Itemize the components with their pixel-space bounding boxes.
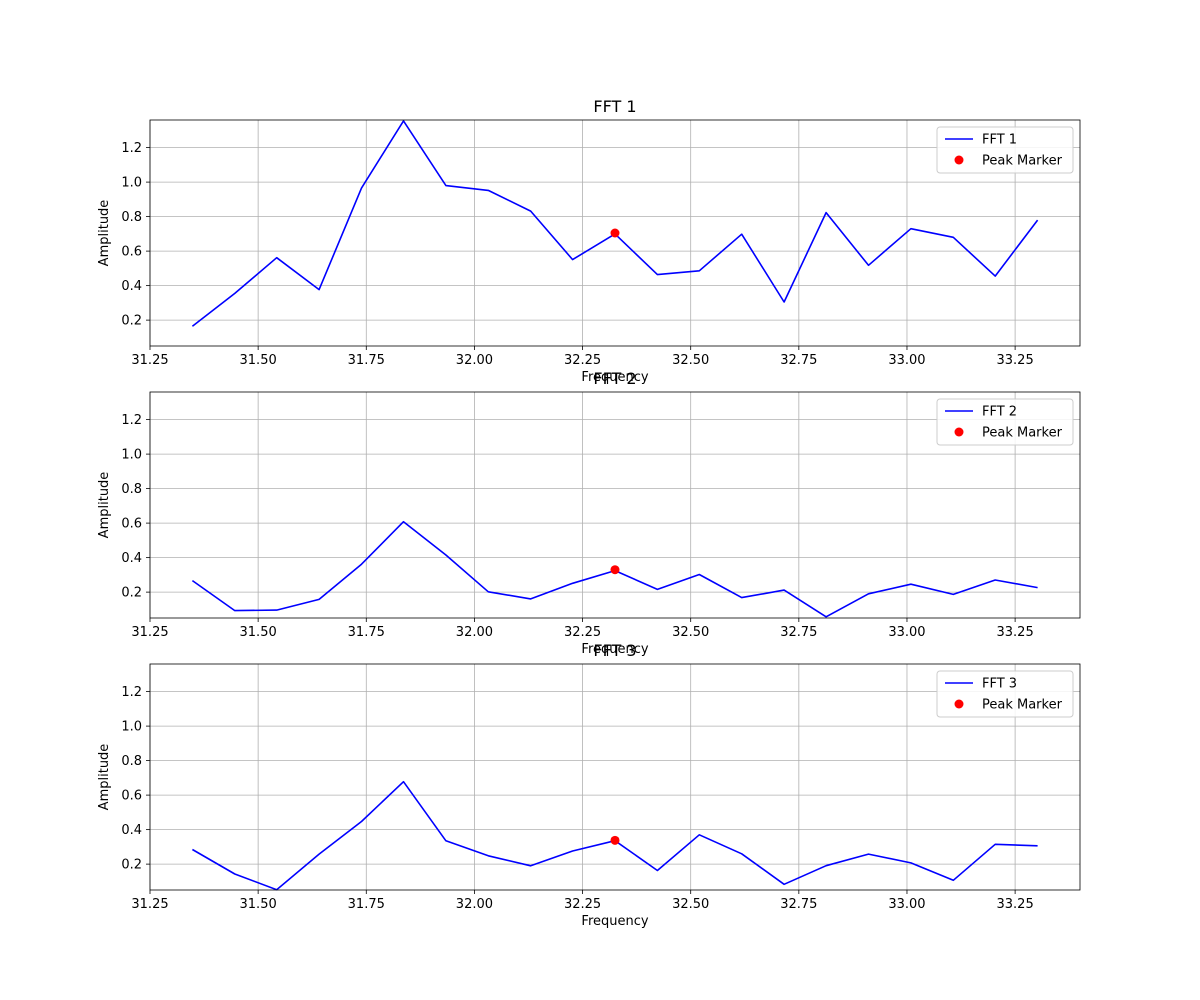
axes-frame — [149, 391, 1081, 619]
y-axis-label: Amplitude — [97, 472, 112, 539]
legend: FFT 2 Peak Marker — [936, 398, 1074, 446]
x-tick-label: 32.00 — [456, 625, 493, 640]
x-tick-label: 33.00 — [888, 897, 925, 912]
y-tick-label: 0.2 — [121, 858, 142, 873]
x-tick-label: 33.25 — [997, 625, 1034, 640]
x-tick-label: 32.00 — [456, 353, 493, 368]
y-tick-label: 1.2 — [121, 141, 142, 156]
y-tick-label: 0.6 — [121, 245, 142, 260]
x-tick-label: 32.75 — [780, 625, 817, 640]
y-tick-label: 1.2 — [121, 685, 142, 700]
x-tick-label: 31.50 — [240, 897, 277, 912]
chart-title: FFT 1 — [593, 97, 636, 116]
fft-panel-3: 31.25 31.50 31.75 32.00 32.25 32.50 32.75 33.00… — [97, 641, 1081, 929]
y-tick-label: 0.6 — [121, 789, 142, 804]
x-tick-label: 33.25 — [997, 353, 1034, 368]
x-tick-label: 32.50 — [672, 625, 709, 640]
y-tick-label: 1.0 — [121, 720, 142, 735]
x-tick-label: 32.50 — [672, 353, 709, 368]
y-tick-label: 0.4 — [121, 823, 142, 838]
legend-label: FFT 3 — [982, 677, 1017, 692]
fft-panel-1: 31.25 31.50 31.75 32.00 32.25 32.50 32.75 33.00… — [97, 97, 1081, 385]
peak-marker-point — [610, 835, 620, 845]
y-axis-label: Amplitude — [97, 200, 112, 267]
legend-label: FFT 1 — [982, 133, 1017, 148]
x-tick-label: 31.25 — [131, 625, 168, 640]
x-tick-label: 32.25 — [564, 625, 601, 640]
x-tick-label: 32.00 — [456, 897, 493, 912]
x-axis-label: Frequency — [581, 370, 648, 385]
y-tick-label: 0.4 — [121, 279, 142, 294]
x-tick-label: 32.25 — [564, 353, 601, 368]
x-tick-label: 33.00 — [888, 625, 925, 640]
x-tick-label: 32.75 — [780, 897, 817, 912]
legend-marker-swatch — [954, 427, 964, 437]
x-axis-label: Frequency — [581, 642, 648, 657]
y-tick-label: 0.2 — [121, 314, 142, 329]
x-tick-label: 32.75 — [780, 353, 817, 368]
legend-marker-swatch — [954, 699, 964, 709]
legend-label: Peak Marker — [982, 426, 1063, 441]
y-tick-label: 0.6 — [121, 517, 142, 532]
x-axis-label: Frequency — [581, 914, 648, 929]
peak-marker-point — [610, 228, 620, 238]
axes-frame — [149, 663, 1081, 891]
x-tick-label: 31.75 — [348, 625, 385, 640]
x-tick-label: 33.00 — [888, 353, 925, 368]
legend-label: Peak Marker — [982, 698, 1063, 713]
x-tick-label: 32.25 — [564, 897, 601, 912]
y-tick-label: 0.8 — [121, 210, 142, 225]
y-tick-label: 1.0 — [121, 176, 142, 191]
legend: FFT 1 Peak Marker — [936, 126, 1074, 174]
y-tick-label: 0.8 — [121, 482, 142, 497]
y-tick-label: 1.0 — [121, 448, 142, 463]
y-tick-label: 1.2 — [121, 413, 142, 428]
y-tick-label: 0.4 — [121, 551, 142, 566]
y-tick-label: 0.8 — [121, 754, 142, 769]
peak-marker-point — [610, 565, 620, 575]
chart-title: FFT 3 — [593, 641, 636, 660]
axes-frame — [149, 119, 1081, 347]
x-tick-label: 31.75 — [348, 353, 385, 368]
chart-title: FFT 2 — [593, 369, 636, 388]
x-tick-label: 31.50 — [240, 625, 277, 640]
x-tick-label: 32.50 — [672, 897, 709, 912]
legend-label: FFT 2 — [982, 405, 1017, 420]
x-tick-label: 31.25 — [131, 897, 168, 912]
x-tick-label: 31.25 — [131, 353, 168, 368]
legend: FFT 3 Peak Marker — [936, 670, 1074, 718]
x-tick-label: 31.50 — [240, 353, 277, 368]
legend-label: Peak Marker — [982, 154, 1063, 169]
y-tick-label: 0.2 — [121, 586, 142, 601]
x-tick-label: 31.75 — [348, 897, 385, 912]
legend-marker-swatch — [954, 155, 964, 165]
fft-panel-2: 31.25 31.50 31.75 32.00 32.25 32.50 32.75 33.00… — [97, 369, 1081, 657]
y-axis-label: Amplitude — [97, 744, 112, 811]
x-tick-label: 33.25 — [997, 897, 1034, 912]
